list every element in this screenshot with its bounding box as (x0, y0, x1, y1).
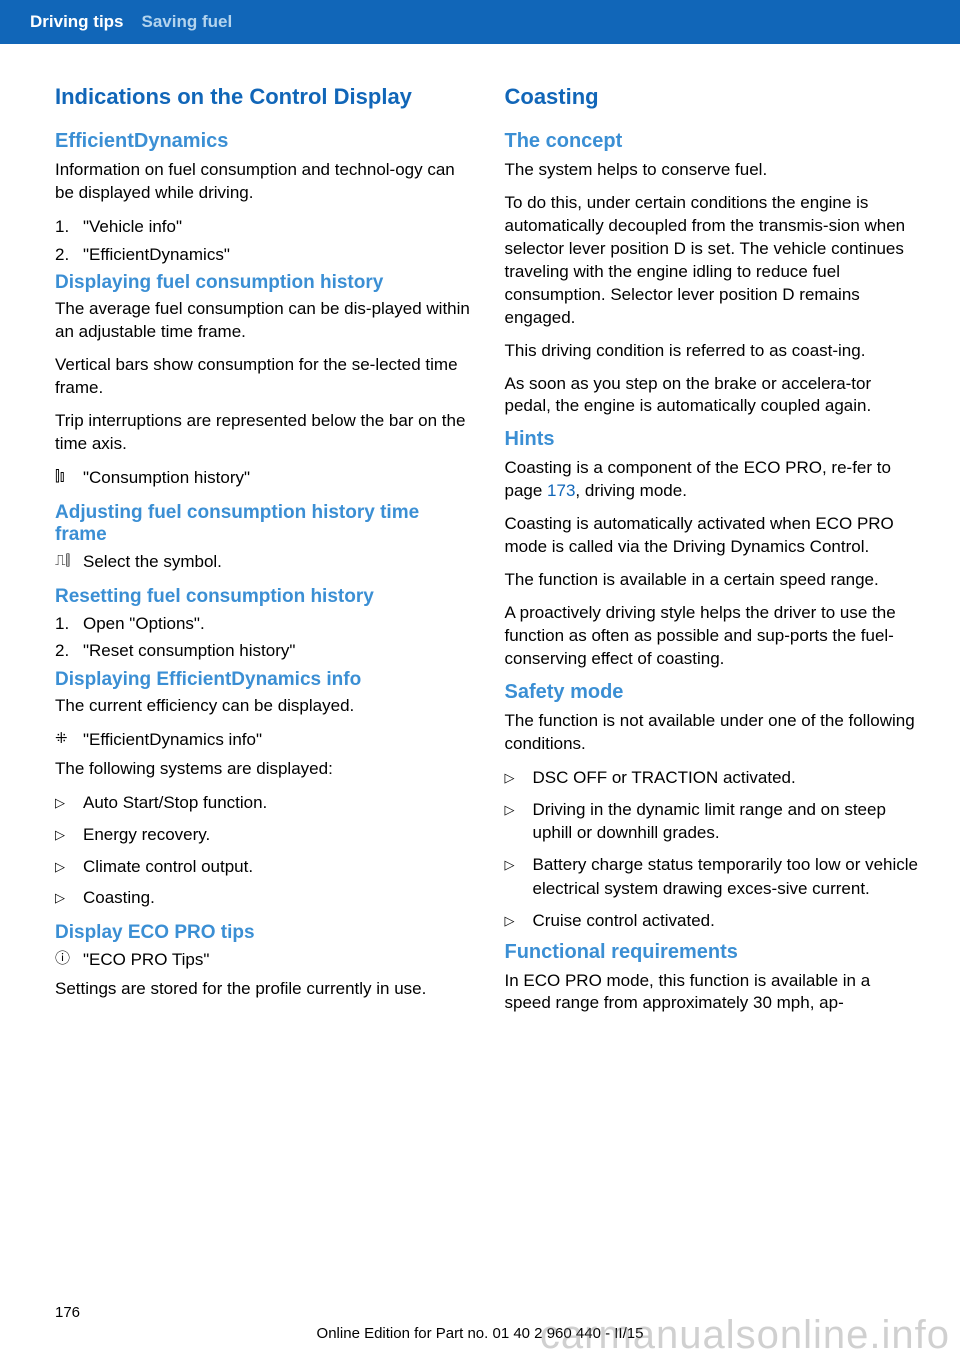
list-text: Climate control output. (83, 855, 253, 879)
chart-icon: ⎍⫿ (55, 550, 83, 571)
list-number: 2. (55, 639, 83, 663)
section-title: Indications on the Control Display (55, 84, 471, 110)
list-text: "Reset consumption history" (83, 639, 295, 663)
page-footer: 176 Online Edition for Part no. 01 40 2 … (0, 1304, 960, 1342)
list-text: DSC OFF or TRACTION activated. (533, 766, 796, 790)
list-text: Coasting. (83, 886, 155, 910)
right-column: Coasting The concept The system helps to… (505, 84, 921, 1025)
subsection-heading: Functional requirements (505, 941, 921, 964)
icon-label: "EfficientDynamics info" (83, 728, 262, 752)
subsection-heading: The concept (505, 130, 921, 153)
paragraph: To do this, under certain conditions the… (505, 192, 921, 330)
text-part: , driving mode. (575, 481, 687, 500)
paragraph: This driving condition is referred to as… (505, 340, 921, 363)
page-header: Driving tips Saving fuel (0, 0, 960, 44)
subsection-heading: Hints (505, 428, 921, 451)
subsection-heading: Display ECO PRO tips (55, 922, 471, 944)
list-text: Driving in the dynamic limit range and o… (533, 798, 921, 846)
bullet-icon: ▷ (55, 855, 83, 876)
icon-label: Select the symbol. (83, 550, 222, 574)
subsection-heading: Adjusting fuel consumption history time … (55, 502, 471, 546)
list-text: "Vehicle info" (83, 215, 182, 239)
list-text: Auto Start/Stop function. (83, 791, 267, 815)
subsection-heading: EfficientDynamics (55, 130, 471, 153)
list-number: 1. (55, 215, 83, 239)
page-number: 176 (55, 1304, 905, 1321)
paragraph: Trip interruptions are represented below… (55, 410, 471, 456)
paragraph: The function is available in a certain s… (505, 569, 921, 592)
list-text: "EfficientDynamics" (83, 243, 230, 267)
bullet-icon: ▷ (505, 853, 533, 874)
icon-item: ⎍⫿Select the symbol. (55, 550, 471, 574)
paragraph: As soon as you step on the brake or acce… (505, 373, 921, 419)
list-item: 2."EfficientDynamics" (55, 243, 471, 267)
paragraph: In ECO PRO mode, this function is availa… (505, 970, 921, 1016)
paragraph: Coasting is a component of the ECO PRO, … (505, 457, 921, 503)
header-section: Driving tips (30, 12, 124, 32)
paragraph: The system helps to conserve fuel. (505, 159, 921, 182)
subsection-heading: Safety mode (505, 681, 921, 704)
paragraph: A proactively driving style helps the dr… (505, 602, 921, 671)
dynamics-icon: ⁜ (55, 728, 83, 749)
subsection-heading: Resetting fuel consumption history (55, 586, 471, 608)
list-item: 2."Reset consumption history" (55, 639, 471, 663)
part-number: Online Edition for Part no. 01 40 2 960 … (55, 1325, 905, 1342)
list-text: Energy recovery. (83, 823, 210, 847)
paragraph: The following systems are displayed: (55, 758, 471, 781)
bullet-icon: ▷ (505, 766, 533, 787)
icon-item: ⓘ"ECO PRO Tips" (55, 948, 471, 972)
icon-label: "ECO PRO Tips" (83, 948, 209, 972)
left-column: Indications on the Control Display Effic… (55, 84, 471, 1025)
list-item: ▷Battery charge status temporarily too l… (505, 853, 921, 901)
icon-item: ⫿⫾"Consumption history" (55, 466, 471, 490)
list-item: ▷Cruise control activated. (505, 909, 921, 933)
list-number: 2. (55, 243, 83, 267)
page-reference-link[interactable]: 173 (547, 481, 575, 500)
info-icon: ⓘ (55, 948, 83, 969)
list-number: 1. (55, 612, 83, 636)
paragraph: Information on fuel consumption and tech… (55, 159, 471, 205)
list-text: Battery charge status temporarily too lo… (533, 853, 921, 901)
bullet-icon: ▷ (55, 823, 83, 844)
list-text: Cruise control activated. (533, 909, 715, 933)
paragraph: The average fuel consumption can be dis‐… (55, 298, 471, 344)
bullet-icon: ▷ (505, 909, 533, 930)
paragraph: Settings are stored for the profile curr… (55, 978, 471, 1001)
icon-item: ⁜"EfficientDynamics info" (55, 728, 471, 752)
list-item: ▷Climate control output. (55, 855, 471, 879)
bullet-icon: ▷ (55, 791, 83, 812)
header-subsection: Saving fuel (142, 12, 233, 32)
subsection-heading: Displaying EfficientDynamics info (55, 669, 471, 691)
icon-label: "Consumption history" (83, 466, 250, 490)
bars-icon: ⫿⫾ (55, 466, 83, 487)
paragraph: Coasting is automatically activated when… (505, 513, 921, 559)
page-content: Indications on the Control Display Effic… (0, 44, 960, 1045)
paragraph: The current efficiency can be displayed. (55, 695, 471, 718)
list-item: ▷DSC OFF or TRACTION activated. (505, 766, 921, 790)
list-item: ▷Auto Start/Stop function. (55, 791, 471, 815)
bullet-icon: ▷ (505, 798, 533, 819)
list-item: ▷Driving in the dynamic limit range and … (505, 798, 921, 846)
list-item: ▷Coasting. (55, 886, 471, 910)
subsection-heading: Displaying fuel consumption history (55, 272, 471, 294)
paragraph: Vertical bars show consumption for the s… (55, 354, 471, 400)
section-title: Coasting (505, 84, 921, 110)
bullet-icon: ▷ (55, 886, 83, 907)
list-item: 1.Open "Options". (55, 612, 471, 636)
list-item: ▷Energy recovery. (55, 823, 471, 847)
list-item: 1."Vehicle info" (55, 215, 471, 239)
paragraph: The function is not available under one … (505, 710, 921, 756)
list-text: Open "Options". (83, 612, 205, 636)
